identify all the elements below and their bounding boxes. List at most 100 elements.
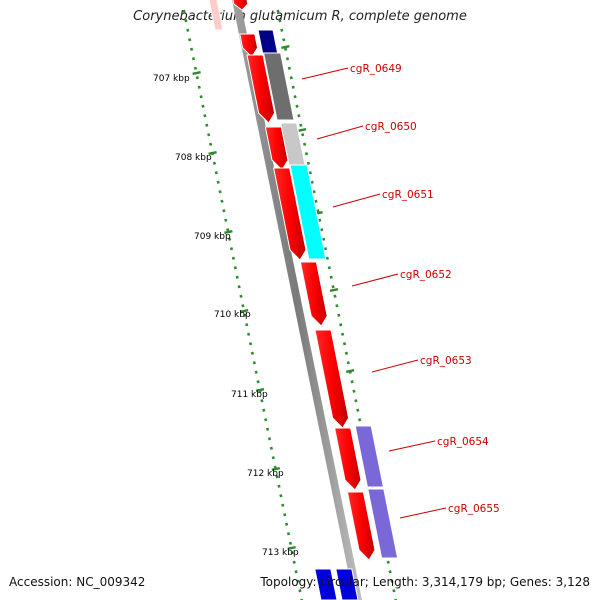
outer-minor-tick (320, 228, 324, 232)
gene-label: cgR_0652 (400, 269, 452, 281)
outer-minor-tick (390, 579, 394, 583)
inner-minor-tick (235, 275, 239, 279)
outer-minor-tick (297, 114, 301, 118)
gene-arrow (239, 33, 259, 58)
inner-minor-tick (205, 123, 209, 127)
outer-minor-tick (327, 266, 331, 270)
inner-minor-tick (300, 598, 304, 600)
inner-minor-tick (226, 228, 230, 232)
inner-minor-tick (191, 57, 196, 61)
gene-arrow (264, 126, 289, 171)
inner-minor-tick (267, 437, 272, 441)
outer-minor-tick (285, 57, 290, 61)
inner-minor-tick (193, 66, 198, 70)
gene-arrow (272, 167, 307, 261)
outer-minor-tick (301, 133, 305, 137)
scale-labels: 707 kbp 708 kbp 709 kbp 710 kbp 711 kbp 712 k… (153, 74, 299, 558)
cog-block-navy (257, 29, 279, 55)
outer-minor-tick (304, 152, 309, 156)
accession-label: Accession: NC_009342 (9, 575, 146, 589)
outer-minor-tick (340, 332, 345, 336)
inner-minor-tick (222, 209, 226, 213)
outer-minor-tick (302, 142, 307, 146)
genome-summary-label: Topology: circular; Length: 3,314,179 bp… (260, 575, 590, 589)
inner-minor-tick (237, 285, 241, 289)
inner-minor-tick (271, 456, 275, 460)
outer-minor-tick (331, 285, 335, 289)
inner-minor-tick (252, 361, 256, 365)
cog-feature-track (208, 0, 399, 600)
inner-minor-tick (241, 304, 245, 308)
inner-minor-tick (199, 95, 203, 99)
gene-arrow (346, 491, 376, 561)
outer-minor-tick (308, 171, 312, 175)
inner-minor-tick (262, 408, 266, 412)
gene-label: cgR_0649 (350, 63, 402, 75)
outer-minor-tick (386, 560, 390, 564)
inner-minor-tick (290, 551, 294, 555)
inner-minor-tick (296, 579, 300, 583)
scale-label: 711 kbp (231, 390, 268, 400)
outer-minor-tick (314, 199, 318, 203)
inner-minor-tick (256, 380, 260, 384)
inner-minor-tick (188, 38, 192, 42)
inner-minor-tick (186, 28, 190, 32)
gene-label: cgR_0655 (448, 503, 500, 515)
cog-block-gray (262, 52, 295, 121)
outer-minor-tick (339, 323, 343, 327)
inner-minor-tick (182, 9, 186, 13)
outer-minor-tick (283, 47, 288, 51)
leader-line (371, 359, 419, 373)
inner-minor-tick (277, 484, 281, 488)
leader-line (301, 67, 349, 80)
inner-minor-tick (288, 541, 293, 545)
outer-minor-tick (392, 589, 396, 593)
inner-minor-tick (239, 294, 243, 298)
forward-strand-genes (232, 0, 376, 561)
outer-minor-tick (352, 389, 356, 393)
scale-label: 708 kbp (175, 153, 212, 163)
inner-minor-tick (279, 494, 283, 498)
inner-major-tick (271, 467, 281, 471)
inner-minor-tick (184, 19, 188, 23)
gene-arrow (333, 427, 362, 491)
outer-minor-tick (278, 19, 282, 23)
inner-minor-tick (216, 180, 220, 184)
outer-minor-tick (335, 304, 339, 308)
inner-minor-tick (292, 560, 296, 564)
outer-minor-tick (342, 342, 347, 346)
outer-major-tick (297, 128, 307, 132)
outer-minor-tick (356, 408, 360, 412)
outer-minor-tick (358, 418, 362, 422)
inner-minor-tick (220, 199, 224, 203)
leader-line (351, 273, 399, 287)
outer-minor-tick (287, 66, 292, 70)
inner-minor-tick (246, 332, 251, 336)
inner-minor-tick (197, 85, 201, 89)
outer-minor-tick (276, 9, 280, 13)
outer-minor-tick (282, 38, 286, 42)
inner-minor-tick (195, 76, 199, 80)
outer-minor-tick (293, 95, 297, 99)
outer-minor-tick (346, 361, 350, 365)
inner-minor-tick (260, 399, 264, 403)
inner-minor-tick (214, 171, 218, 175)
cog-block-purple (354, 425, 385, 488)
inner-minor-tick (245, 323, 249, 327)
inner-minor-tick (254, 370, 258, 374)
inner-minor-tick (212, 161, 217, 165)
inner-minor-tick (275, 475, 279, 479)
cog-block-blue (314, 568, 338, 600)
scale-label: 709 kbp (194, 232, 231, 242)
outer-minor-tick (323, 247, 328, 251)
inner-minor-tick (269, 446, 274, 450)
outer-minor-tick (318, 218, 322, 222)
gene-labels: cgR_0649 cgR_0650 cgR_0651 cgR_0652 cgR_0653… (350, 63, 500, 515)
outer-minor-tick (299, 123, 303, 127)
inner-minor-tick (294, 570, 298, 574)
inner-minor-tick (233, 266, 237, 270)
inner-minor-tick (189, 47, 194, 51)
inner-minor-tick (264, 418, 268, 422)
inner-minor-tick (250, 351, 255, 355)
outer-minor-tick (289, 76, 293, 80)
